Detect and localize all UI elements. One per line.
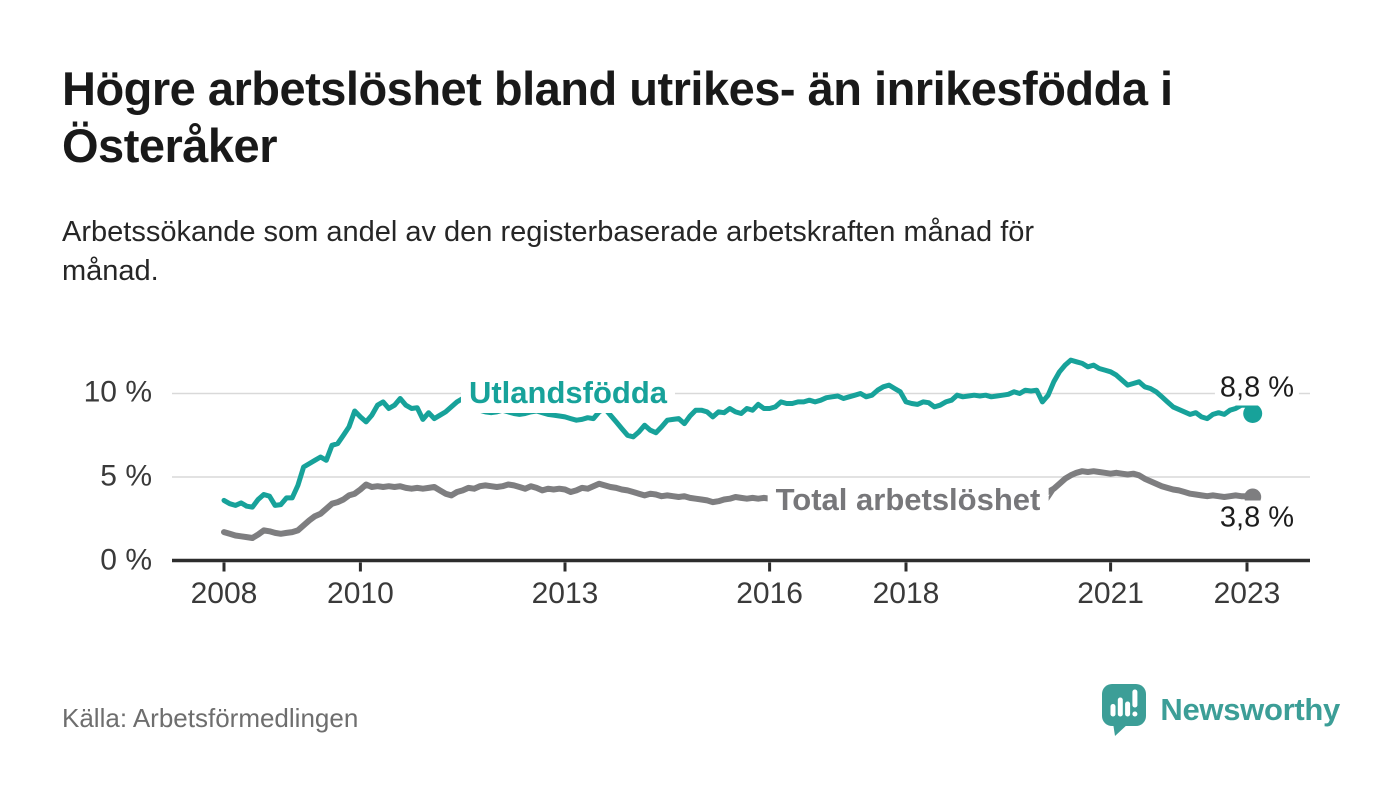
chart-subtitle-line-1: Arbetssökande som andel av den registerb… [62, 216, 1035, 248]
y-tick-label-5: 5 % [100, 459, 152, 493]
end-value-label-utlandsfodda: 8,8 % [1214, 370, 1300, 406]
x-tick-label: 2010 [327, 577, 394, 610]
speech-bubble-bar-chart-icon [1102, 684, 1147, 736]
x-tick-label: 2008 [190, 577, 258, 610]
newsworthy-wordmark: Newsworthy [1160, 692, 1340, 727]
end-value-label-total-arbetsloshet: 3,8 % [1214, 500, 1300, 536]
y-tick-label-0: 0 % [100, 543, 152, 577]
chart-title-line-2: Österåker [62, 119, 278, 172]
y-tick-label-10: 10 % [83, 375, 152, 409]
x-tick-label: 2018 [872, 577, 940, 610]
newsworthy-logo: Newsworthy [1101, 683, 1340, 737]
series-line-utlandsfodda [221, 357, 1256, 510]
label-leader-line [1045, 481, 1061, 503]
x-tick-label: 2016 [736, 577, 803, 610]
series-label-utlandsfodda: Utlandsfödda [460, 373, 676, 413]
series-end-dot-utlandsfodda [1243, 404, 1263, 423]
chart-subtitle-line-2: månad. [62, 255, 159, 287]
x-tick-label: 2013 [531, 577, 599, 610]
chart-title: Högre arbetslöshet bland utrikes- än inr… [62, 60, 1362, 174]
series-label-total-arbetsloshet: Total arbetslöshet [767, 480, 1049, 520]
source-note: Källa: Arbetsförmedlingen [62, 703, 359, 733]
x-tick-label: 2023 [1213, 577, 1281, 610]
x-tick-label: 2021 [1077, 577, 1144, 610]
chart-subtitle: Arbetssökande som andel av den registerb… [62, 213, 1362, 291]
series-line-total-arbetsloshet [221, 468, 1256, 541]
chart-title-line-1: Högre arbetslöshet bland utrikes- än inr… [62, 62, 1173, 115]
